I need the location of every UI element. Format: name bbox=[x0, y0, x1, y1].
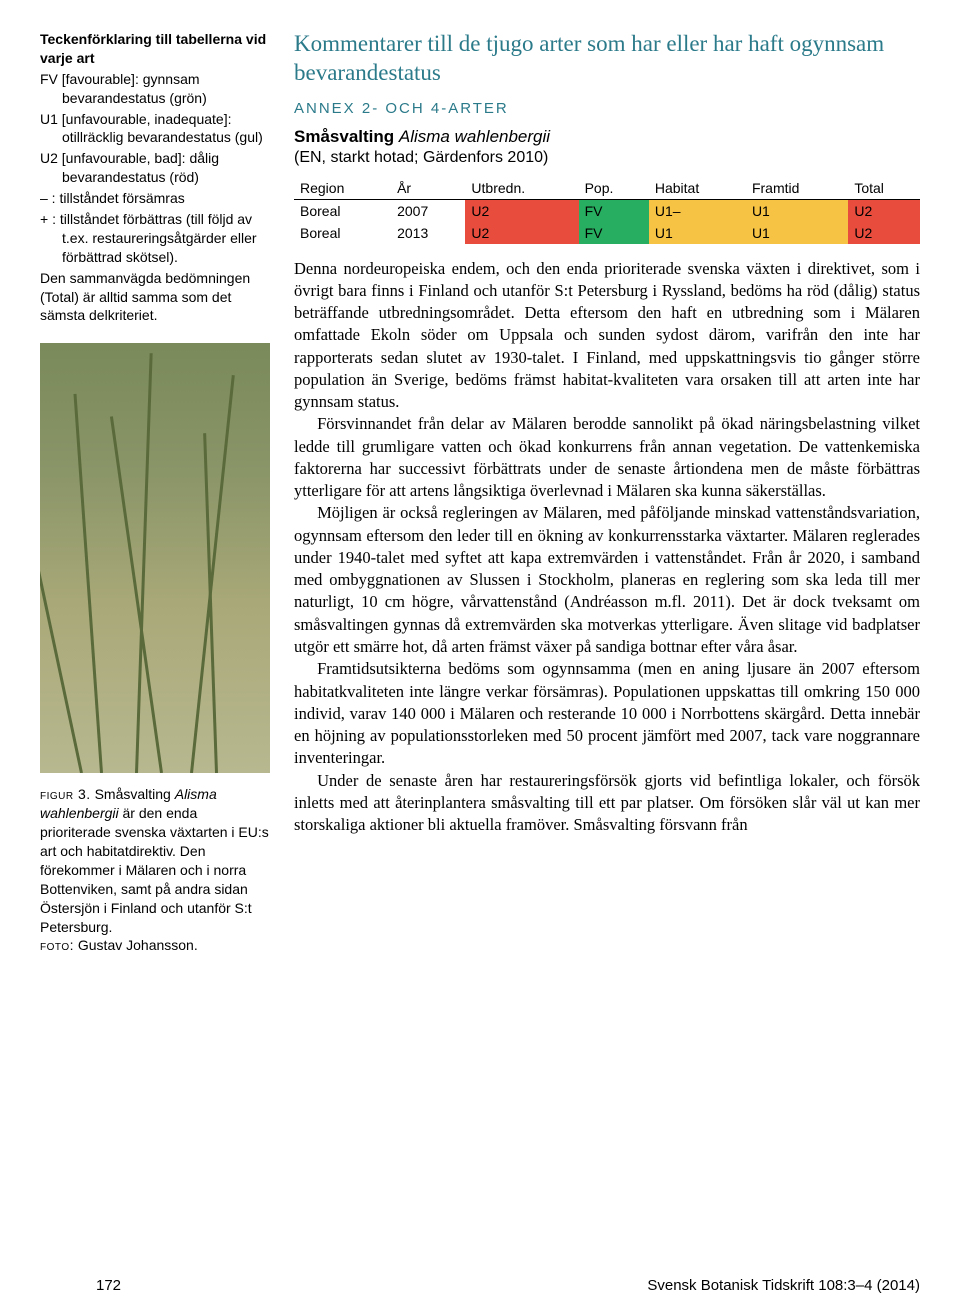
table-cell: FV bbox=[579, 222, 649, 244]
figure-caption: figur 3. Småsvalting Alisma wahlenbergii… bbox=[40, 785, 270, 955]
table-cell: 2007 bbox=[391, 199, 465, 222]
body-p5: Under de senaste åren har restaureringsf… bbox=[294, 770, 920, 837]
table-cell: U2 bbox=[848, 199, 920, 222]
legend-label: tillståndet försämras bbox=[59, 190, 184, 206]
table-header-cell: Region bbox=[294, 177, 391, 200]
figure-image bbox=[40, 343, 270, 773]
table-cell: 2013 bbox=[391, 222, 465, 244]
annex-heading: ANNEX 2- OCH 4-ARTER bbox=[294, 100, 920, 117]
photo-credit: Gustav Johansson. bbox=[74, 937, 198, 953]
footer: 172 Svensk Botanisk Tidskrift 108:3–4 (2… bbox=[40, 1277, 920, 1294]
species-name-em: Alisma wahlenbergii bbox=[399, 127, 550, 146]
legend-code: FV bbox=[40, 71, 62, 87]
legend-code: U1 bbox=[40, 111, 62, 127]
table-cell: U2 bbox=[848, 222, 920, 244]
table-header-cell: Framtid bbox=[746, 177, 848, 200]
legend-item: U1 [unfavourable, inadequate]: otillräck… bbox=[40, 110, 270, 148]
journal-ref: Svensk Botanisk Tidskrift 108:3–4 (2014) bbox=[647, 1277, 920, 1294]
table-header-cell: Total bbox=[848, 177, 920, 200]
legend-item: FV [favourable]: gynnsam bevarandestatus… bbox=[40, 70, 270, 108]
species-sub: (EN, starkt hotad; Gärdenfors 2010) bbox=[294, 149, 920, 167]
body-p2: Försvinnandet från delar av Mälaren bero… bbox=[294, 413, 920, 502]
status-table: RegionÅrUtbredn.Pop.HabitatFramtidTotal … bbox=[294, 177, 920, 244]
legend-label: tillståndet förbättras (till följd av t.… bbox=[60, 211, 257, 265]
table-row: Boreal2013U2FVU1U1U2 bbox=[294, 222, 920, 244]
species-heading: Småsvalting Alisma wahlenbergii bbox=[294, 127, 920, 147]
page-number: 172 bbox=[40, 1277, 121, 1294]
table-header-row: RegionÅrUtbredn.Pop.HabitatFramtidTotal bbox=[294, 177, 920, 200]
body-text: Denna nordeuropeiska endem, och den enda… bbox=[294, 258, 920, 837]
body-p1: Denna nordeuropeiska endem, och den enda… bbox=[294, 258, 920, 414]
legend-item: U2 [unfavourable, bad]: dålig bevarandes… bbox=[40, 149, 270, 187]
body-p4: Framtidsutsikterna bedöms som ogynnsamma… bbox=[294, 658, 920, 769]
sidebar: Teckenförklaring till tabellerna vid var… bbox=[40, 30, 270, 955]
table-cell: Boreal bbox=[294, 199, 391, 222]
table-row: Boreal2007U2FVU1–U1U2 bbox=[294, 199, 920, 222]
figure-caption-pre: Småsvalting bbox=[95, 786, 175, 802]
species-name-bold: Småsvalting bbox=[294, 127, 399, 146]
legend-item: + : tillståndet förbättras (till följd a… bbox=[40, 210, 270, 267]
table-header-cell: Pop. bbox=[579, 177, 649, 200]
legend-code: U2 bbox=[40, 150, 62, 166]
legend-title: Teckenförklaring till tabellerna vid var… bbox=[40, 30, 270, 68]
table-cell: U2 bbox=[465, 222, 578, 244]
table-header-cell: Utbredn. bbox=[465, 177, 578, 200]
main-heading: Kommentarer till de tjugo arter som har … bbox=[294, 30, 920, 88]
table-cell: U1 bbox=[746, 222, 848, 244]
photo-label: foto: bbox=[40, 937, 74, 953]
legend-item: – : tillståndet försämras bbox=[40, 189, 270, 208]
table-cell: Boreal bbox=[294, 222, 391, 244]
main-content: Kommentarer till de tjugo arter som har … bbox=[294, 30, 920, 955]
body-p3: Möjligen är också regleringen av Mälaren… bbox=[294, 502, 920, 658]
legend-label: [unfavourable, inadequate]: otillräcklig… bbox=[62, 111, 263, 146]
table-header-cell: Habitat bbox=[649, 177, 746, 200]
table-cell: U2 bbox=[465, 199, 578, 222]
legend-label: [unfavourable, bad]: dålig bevarandestat… bbox=[62, 150, 219, 185]
legend-code: – : bbox=[40, 190, 59, 206]
table-cell: FV bbox=[579, 199, 649, 222]
legend-note: Den sammanvägda bedömningen (Total) är a… bbox=[40, 269, 270, 326]
figure-caption-post: är den enda prioriterade svenska växtart… bbox=[40, 805, 269, 934]
legend-label: [favourable]: gynnsam bevarandestatus (g… bbox=[62, 71, 207, 106]
table-cell: U1 bbox=[649, 222, 746, 244]
table-cell: U1– bbox=[649, 199, 746, 222]
table-cell: U1 bbox=[746, 199, 848, 222]
legend-code: + : bbox=[40, 211, 60, 227]
table-header-cell: År bbox=[391, 177, 465, 200]
legend-list: FV [favourable]: gynnsam bevarandestatus… bbox=[40, 70, 270, 267]
figure-label: figur 3. bbox=[40, 786, 91, 802]
